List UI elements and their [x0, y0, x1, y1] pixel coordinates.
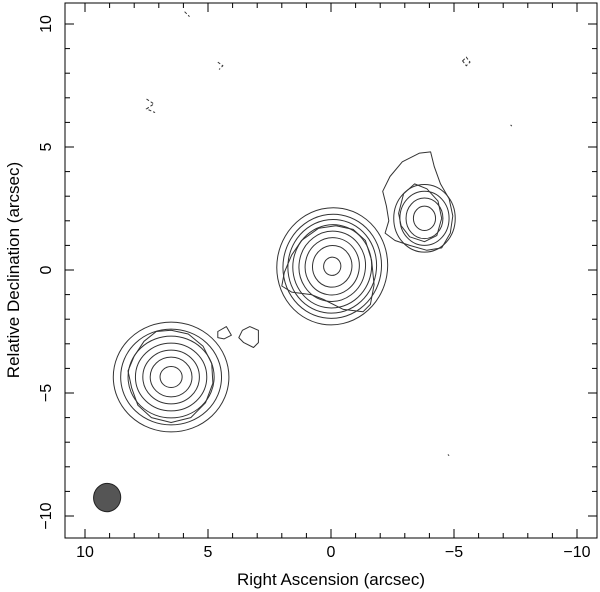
y-axis-ticks: 10 5 0 −5 −10	[38, 15, 597, 530]
southeast-envelope	[127, 329, 214, 423]
negative-contour-1	[184, 11, 190, 17]
core-contour-1	[323, 256, 342, 276]
southeast-component-contour-3	[142, 349, 200, 405]
x-tick-label: 0	[327, 544, 336, 561]
core-contour-7	[282, 213, 383, 319]
x-tick-label: 5	[204, 544, 213, 561]
northwest-component-contour-4	[393, 184, 456, 253]
x-tick-label: −10	[563, 544, 590, 561]
southeast-component-contour-6	[120, 328, 223, 426]
negative-contour-3	[145, 98, 156, 114]
small-contour-2	[238, 326, 259, 348]
core-contour-3	[304, 237, 360, 296]
y-axis-label: Relative Declination (arcsec)	[4, 162, 23, 378]
northwest-envelope	[382, 151, 454, 251]
core-contour-5	[292, 224, 373, 309]
x-axis-label: Right Ascension (arcsec)	[237, 570, 425, 589]
core-contour-2	[312, 244, 353, 288]
y-tick-label: 10	[38, 15, 55, 33]
beam-ellipse	[93, 482, 122, 513]
negative-contour-5	[510, 124, 513, 127]
southeast-component-contour-4	[134, 342, 208, 412]
x-tick-label: 10	[76, 544, 94, 561]
northwest-inner	[398, 183, 443, 243]
core-envelope	[281, 225, 375, 313]
negative-contour-4	[461, 56, 471, 67]
negative-contour-6	[447, 454, 450, 457]
x-axis-ticks: 10 5 0 −5 −10	[76, 3, 591, 561]
southeast-component-contour-7	[112, 321, 230, 433]
negative-contour-2	[217, 61, 224, 70]
southeast-component-contour-5	[127, 335, 215, 419]
y-tick-label: −5	[38, 384, 55, 402]
southeast-component-contour-2	[149, 356, 193, 398]
x-tick-label: −5	[445, 544, 463, 561]
small-contour-1	[217, 326, 232, 340]
y-tick-label: 5	[38, 142, 55, 151]
y-tick-label: 0	[38, 265, 55, 274]
core-contour-8	[276, 207, 389, 326]
northwest-component-contour-2	[405, 197, 444, 240]
y-tick-label: −10	[38, 502, 55, 529]
southeast-component-contour-1	[159, 365, 183, 389]
northwest-component-contour-1	[412, 205, 437, 232]
plot-area	[93, 11, 513, 513]
core-contour-6	[287, 218, 378, 314]
